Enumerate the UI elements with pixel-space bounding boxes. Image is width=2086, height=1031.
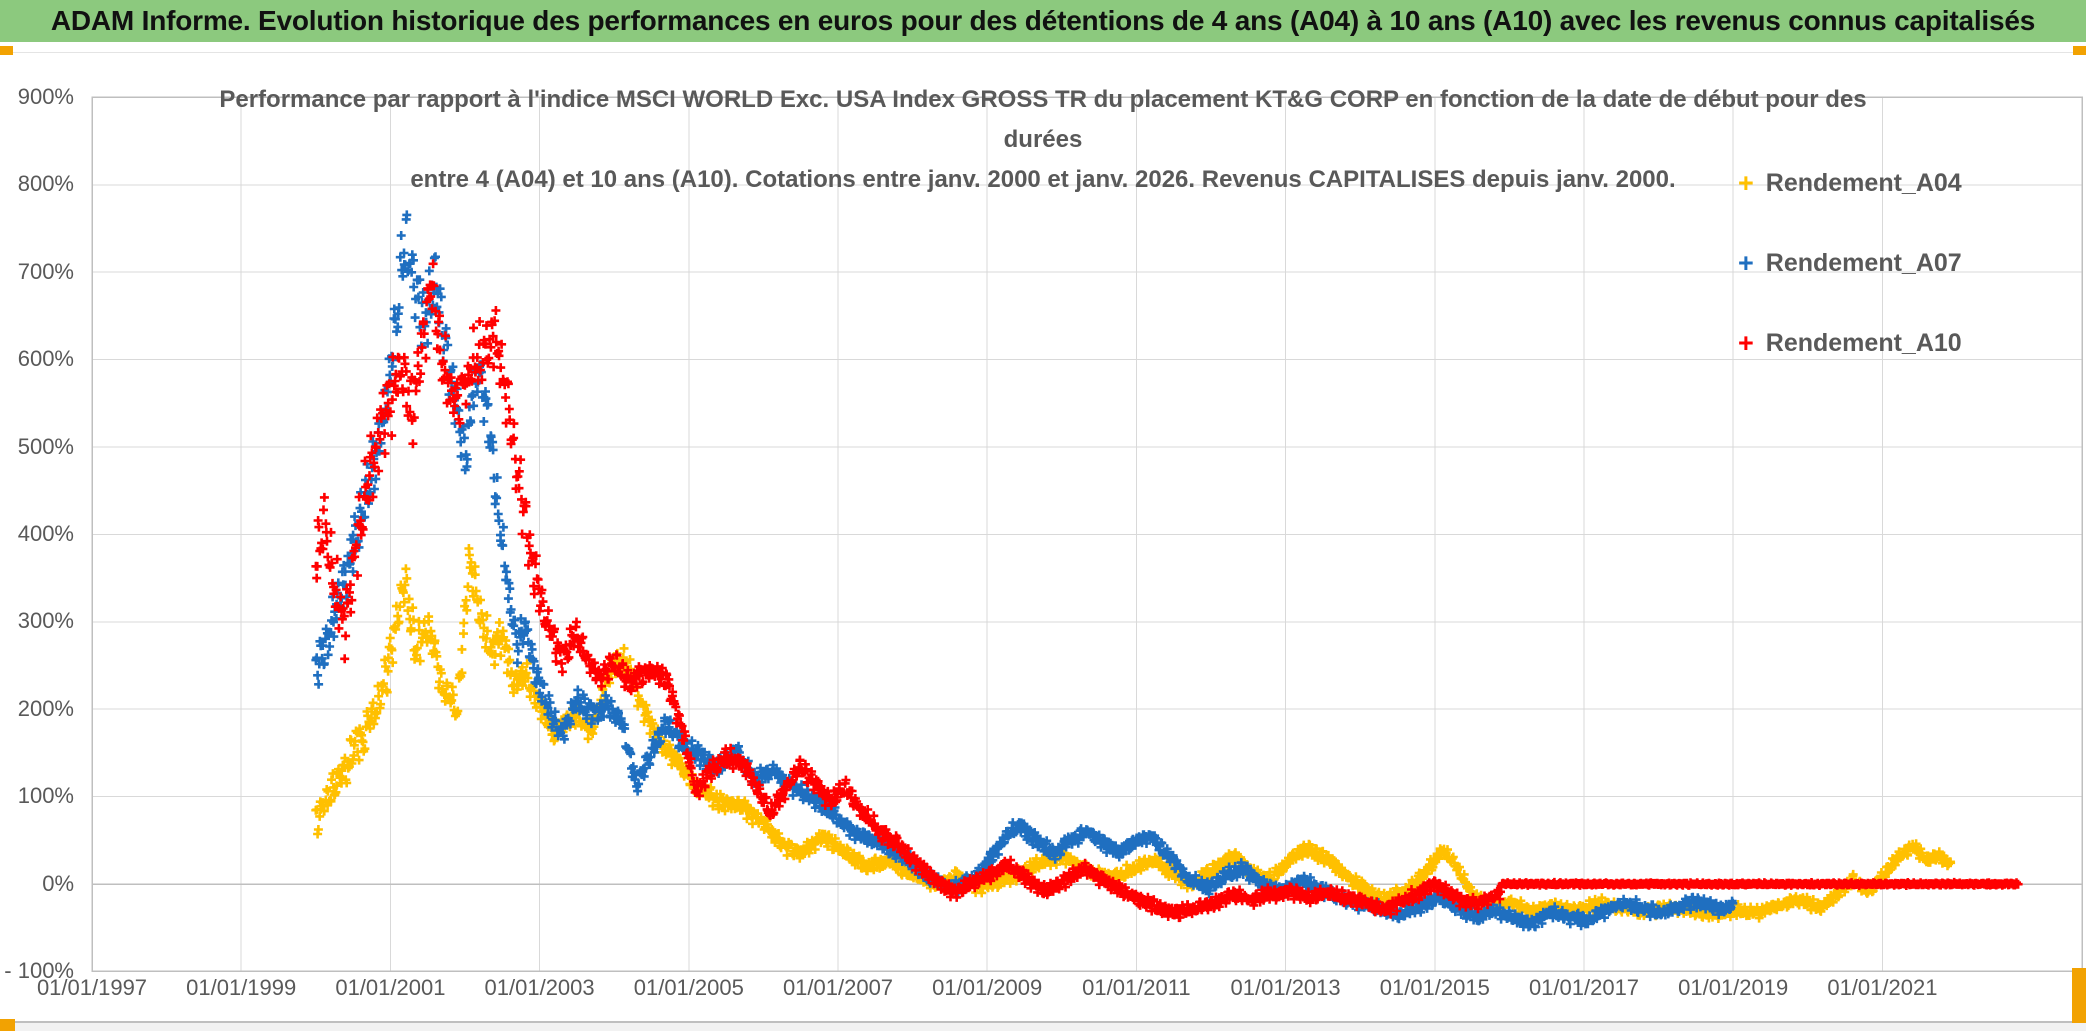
x-axis-label: 01/01/2005 [633, 975, 744, 1000]
x-axis-label: 01/01/2013 [1230, 975, 1341, 1000]
chart-title: Performance par rapport à l'indice MSCI … [153, 80, 1933, 200]
chart-title-line-1: Performance par rapport à l'indice MSCI … [219, 86, 1867, 113]
x-axis-label: 01/01/2001 [335, 975, 446, 1000]
y-axis-label: 100% [17, 783, 74, 809]
y-axis-label: 0% [42, 870, 74, 896]
legend-item-rendement-a07[interactable]: + Rendement_A07 [1738, 248, 1962, 278]
x-axis-label: 01/01/2011 [1082, 975, 1191, 1000]
title-banner: ADAM Informe. Evolution historique des p… [0, 0, 2086, 42]
y-axis-label: 400% [17, 521, 74, 546]
y-axis-label: 600% [17, 346, 74, 372]
corner-accent-bottom-right [2072, 968, 2086, 1023]
x-axis-label: 01/01/1997 [36, 975, 148, 1000]
y-axis-label: 300% [17, 608, 74, 634]
plus-marker-icon: + [1738, 248, 1754, 278]
corner-accent-bottom-left [0, 1019, 15, 1031]
legend-label: Rendement_A07 [1765, 248, 1962, 277]
x-axis-label: 01/01/2009 [932, 975, 1043, 1000]
chart-title-line-2: durées [1003, 126, 1083, 153]
corner-accent-top-left [0, 46, 13, 55]
sheet-bottom-strip [0, 1023, 2086, 1031]
x-axis-label: 01/01/2007 [782, 975, 894, 1000]
series-Rendement_A10 [311, 259, 2023, 923]
y-axis-label: 200% [17, 695, 74, 721]
y-axis-label: 800% [17, 171, 74, 197]
legend-item-rendement-a10[interactable]: + Rendement_A10 [1738, 328, 1962, 358]
page-title: ADAM Informe. Evolution historique des p… [50, 5, 2036, 36]
y-axis-label: 700% [17, 258, 74, 284]
x-axis-label: 01/01/2021 [1827, 975, 1938, 1000]
plus-marker-icon: + [1738, 168, 1754, 198]
x-axis-label: 01/01/2017 [1528, 975, 1640, 1000]
legend-label: Rendement_A10 [1765, 328, 1962, 357]
x-axis-label: 01/01/2003 [484, 975, 595, 1000]
plus-marker-icon: + [1738, 328, 1754, 358]
corner-accent-top-right [2073, 46, 2086, 55]
legend-item-rendement-a04[interactable]: + Rendement_A04 [1738, 168, 1962, 198]
chart-legend: + Rendement_A04 + Rendement_A07 + Rendem… [1738, 168, 1962, 408]
x-axis-label: 01/01/2015 [1379, 975, 1490, 1000]
y-axis-label: 500% [17, 433, 74, 459]
x-axis-label: 01/01/2019 [1678, 975, 1789, 1000]
sheet-divider-line [0, 1021, 2086, 1023]
chart-title-line-3: entre 4 (A04) et 10 ans (A10). Cotations… [410, 166, 1676, 193]
banner-underline [0, 52, 2086, 53]
legend-label: Rendement_A04 [1765, 168, 1962, 197]
x-axis-label: 01/01/1999 [186, 975, 297, 1000]
y-axis-label: - 100% [4, 958, 74, 983]
y-axis-label: 900% [17, 84, 74, 109]
series-Rendement_A07 [311, 210, 1738, 932]
series-Rendement_A04 [311, 544, 1956, 923]
